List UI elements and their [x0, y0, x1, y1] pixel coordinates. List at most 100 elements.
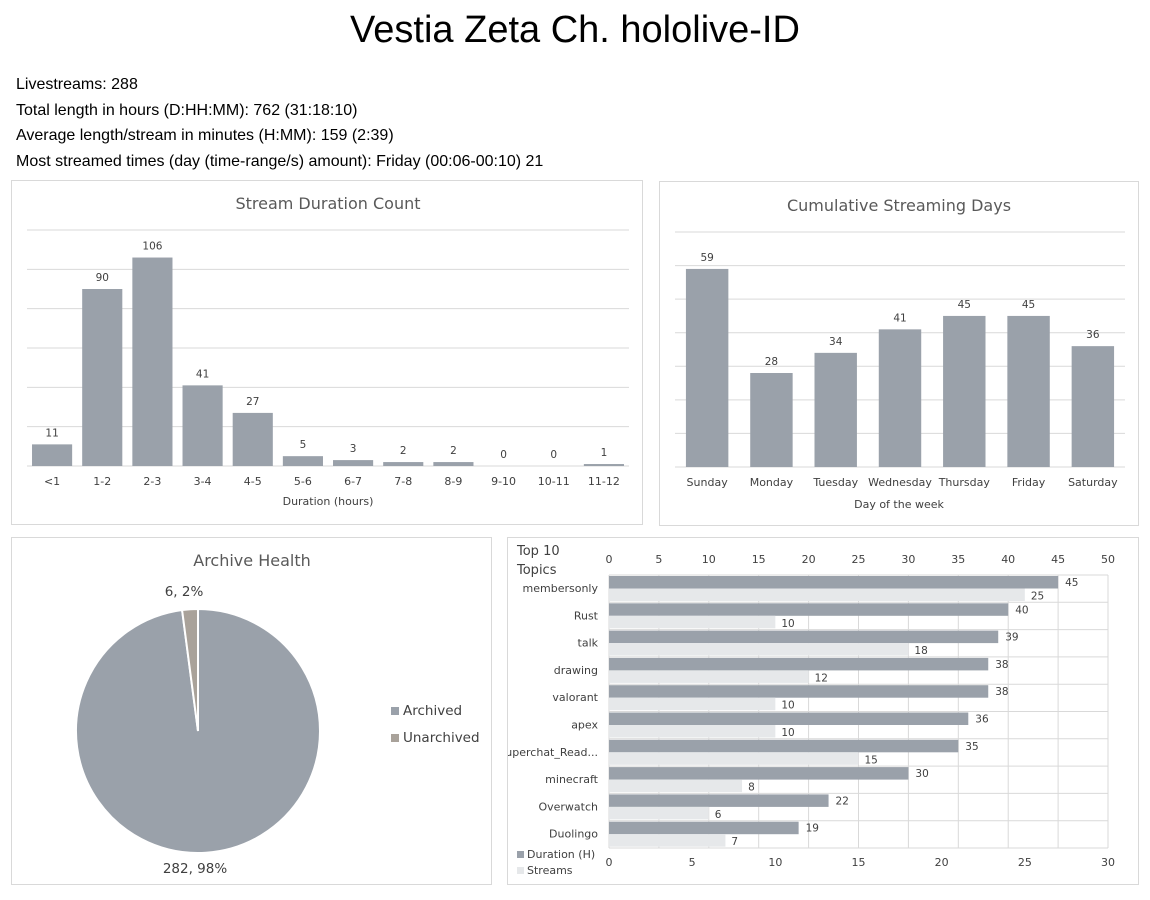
legend-swatch	[517, 867, 524, 874]
top-topics-svg: Top 10 Topics 0 5 10 15 20 25 30 35 40 45 50 0 5 10 15 20…	[508, 544, 1115, 877]
bar-streams	[609, 588, 1025, 601]
stats-summary: Livestreams: 288 Total length in hours (…	[16, 72, 543, 174]
y-tick-label: valorant	[552, 691, 598, 704]
bar-duration	[609, 821, 799, 835]
x-tick-label: Thursday	[938, 476, 991, 489]
x-tick-label: 3-4	[194, 475, 212, 488]
legend-swatch	[391, 707, 399, 715]
top-axis-tick: 0	[606, 553, 613, 566]
stat-total-length: Total length in hours (D:HH:MM): 762 (31…	[16, 101, 358, 119]
streaming-days-chart: Cumulative Streaming Days 59 Sunday 28 Monda…	[659, 181, 1139, 526]
bar-streams	[609, 806, 709, 820]
x-tick-label: Monday	[750, 476, 794, 489]
x-tick-label: 10-11	[538, 475, 570, 488]
data-label: 39	[1005, 632, 1018, 644]
data-label: 19	[806, 823, 819, 835]
bar-streams	[609, 779, 743, 793]
x-tick-label: 4-5	[244, 475, 262, 488]
data-label: 0	[550, 449, 557, 461]
y-tick-label: Overwatch	[538, 800, 598, 813]
y-tick-label: Rust	[574, 609, 599, 622]
bottom-axis-tick: 20	[935, 856, 949, 869]
legend-label: Unarchived	[403, 730, 480, 746]
data-label: 10	[781, 700, 794, 712]
bar	[433, 462, 474, 466]
data-label: 15	[865, 754, 878, 766]
data-label: 30	[915, 768, 928, 780]
bar	[685, 268, 729, 467]
stat-average-length: Average length/stream in minutes (H:MM):…	[16, 127, 394, 144]
chart-title: Cumulative Streaming Days	[787, 196, 1011, 215]
x-tick-label: Saturday	[1068, 476, 1118, 489]
streaming-days-svg: Cumulative Streaming Days 59 Sunday 28 Monda…	[675, 196, 1125, 511]
y-tick-label: talk	[578, 637, 599, 650]
bar	[1071, 346, 1115, 467]
bar-streams	[609, 643, 909, 656]
page-title: Vestia Zeta Ch. hololive-ID	[350, 9, 800, 51]
top-axis-tick: 35	[951, 553, 965, 566]
legend-swatch	[391, 734, 399, 742]
x-tick-label: 1-2	[93, 475, 111, 488]
data-label: 45	[958, 299, 971, 311]
bar-streams	[609, 725, 776, 738]
x-tick-label: 5-6	[294, 475, 312, 488]
legend-label: Streams	[527, 864, 573, 877]
bar-duration	[609, 712, 969, 725]
bar	[132, 257, 173, 466]
data-label: 36	[1086, 329, 1100, 341]
bar-duration	[609, 630, 999, 644]
bar-duration	[609, 685, 989, 698]
bar	[32, 444, 73, 466]
x-tick-label: Tuesday	[812, 476, 858, 489]
x-axis-title: Day of the week	[854, 498, 944, 511]
legend-swatch	[517, 851, 524, 858]
data-label: 2	[450, 445, 457, 457]
bar	[750, 373, 793, 467]
bar	[943, 315, 986, 467]
data-label: 3	[350, 443, 357, 455]
data-label: 5	[300, 439, 307, 451]
x-tick-label: 6-7	[344, 475, 362, 488]
bar-streams	[609, 697, 776, 711]
data-label: 90	[96, 272, 109, 284]
bar-duration	[609, 767, 909, 780]
bar	[282, 456, 323, 466]
x-tick-label: Wednesday	[868, 476, 932, 489]
chart-title: Stream Duration Count	[235, 194, 420, 213]
x-tick-label: 7-8	[394, 475, 412, 488]
data-label: 18	[914, 645, 927, 657]
x-tick-label: 11-12	[588, 475, 620, 488]
bar	[232, 412, 273, 466]
data-label: 106	[142, 241, 162, 253]
bar	[82, 289, 123, 466]
x-tick-label: 2-3	[143, 475, 161, 488]
bar-streams	[609, 670, 809, 683]
y-tick-label: Superchat_Read...	[508, 746, 598, 759]
top-axis-tick: 30	[901, 553, 915, 566]
top-axis-tick: 25	[852, 553, 866, 566]
x-tick-label: Sunday	[687, 476, 729, 489]
data-label: 35	[965, 741, 978, 753]
top-axis-tick: 40	[1001, 553, 1015, 566]
bottom-axis-tick: 15	[852, 856, 866, 869]
bar-duration	[609, 657, 989, 671]
x-tick-label: 8-9	[444, 475, 462, 488]
data-label: 27	[246, 396, 259, 408]
legend-label: Archived	[403, 703, 462, 719]
data-label: 22	[836, 795, 849, 807]
data-label: 282, 98%	[163, 861, 228, 877]
y-tick-label: apex	[571, 719, 598, 732]
bottom-axis-tick: 25	[1018, 856, 1032, 869]
y-tick-label: minecraft	[545, 773, 599, 786]
bar	[383, 462, 424, 466]
data-label: 2	[400, 445, 407, 457]
data-label: 38	[995, 659, 1008, 671]
top-axis-tick: 50	[1101, 553, 1115, 566]
bar-duration	[609, 603, 1009, 616]
top-topics-chart: Top 10 Topics 0 5 10 15 20 25 30 35 40 45 50 0 5 10 15 20…	[507, 537, 1139, 885]
bottom-axis-tick: 5	[689, 856, 696, 869]
stat-livestreams: Livestreams: 288	[16, 76, 138, 93]
data-label: 10	[781, 727, 794, 739]
bar-duration	[609, 739, 959, 753]
data-label: 10	[781, 618, 794, 630]
